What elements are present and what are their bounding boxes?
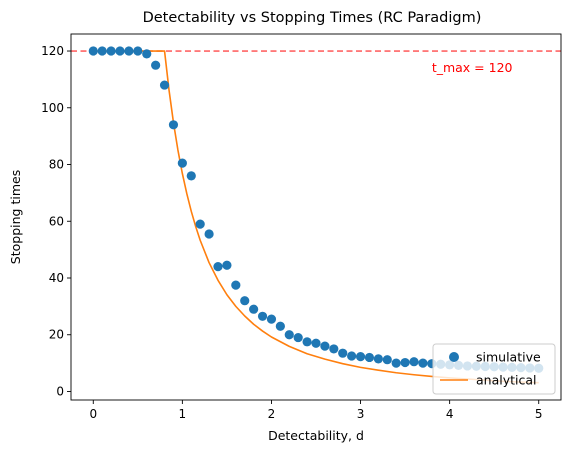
simulative-point	[106, 46, 116, 56]
simulative-point	[168, 120, 179, 130]
x-tick-label: 5	[535, 407, 543, 421]
simulative-point	[293, 332, 303, 343]
y-tick-label: 0	[56, 384, 64, 398]
simulative-point	[249, 304, 259, 314]
legend-label-simulative: simulative	[476, 350, 541, 365]
plot-area-frame	[70, 33, 562, 401]
y-axis-label: Stopping times	[8, 170, 23, 264]
x-tick-label: 4	[446, 407, 454, 421]
chart-title: Detectability vs Stopping Times (RC Para…	[143, 10, 482, 26]
simulative-point	[329, 344, 339, 354]
simulative-point	[391, 358, 401, 368]
y-tick-label: 40	[49, 271, 64, 285]
legend-label-analytical: analytical	[476, 373, 537, 388]
x-tick-label: 3	[357, 407, 365, 421]
simulative-point	[213, 262, 223, 272]
simulative-point	[151, 60, 161, 70]
simulative-point	[186, 171, 196, 181]
simulative-point	[302, 337, 312, 347]
simulative-point	[409, 357, 419, 367]
simulative-point	[364, 352, 375, 363]
y-tick-label: 20	[49, 328, 64, 342]
simulative-point	[382, 355, 392, 365]
analytical-line	[93, 50, 539, 384]
simulative-point	[355, 351, 366, 362]
simulative-point	[240, 296, 250, 306]
simulative-point	[195, 219, 205, 229]
simulative-point	[373, 354, 383, 364]
simulative-point	[177, 158, 187, 168]
simulative-point	[311, 338, 321, 348]
simulative-point	[257, 311, 268, 321]
y-tick-label: 60	[49, 214, 64, 228]
simulative-point	[88, 46, 98, 56]
legend: simulative analytical	[432, 343, 556, 395]
simulative-point	[231, 280, 241, 290]
simulative-point	[142, 49, 152, 59]
x-tick-label: 2	[268, 407, 276, 421]
x-tick-label: 1	[179, 407, 187, 421]
legend-box	[432, 343, 556, 395]
simulative-point	[320, 341, 330, 351]
simulative-point	[338, 348, 348, 358]
simulative-point	[115, 46, 125, 56]
simulative-point	[204, 229, 214, 239]
y-tick-label: 80	[49, 158, 64, 172]
simulative-point	[124, 46, 134, 56]
simulative-point	[97, 46, 107, 56]
y-tick-label: 100	[41, 101, 64, 115]
simulative-point	[275, 321, 285, 331]
simulative-point	[400, 357, 410, 368]
x-axis-label: Detectability, d	[268, 428, 364, 443]
x-tick-label: 0	[89, 407, 97, 421]
simulative-point	[222, 260, 232, 270]
legend-marker-simulative	[449, 352, 459, 362]
reference-line-label: t_max = 120	[432, 60, 513, 75]
simulative-point	[347, 351, 357, 361]
simulative-point	[133, 46, 143, 56]
simulative-point	[266, 314, 277, 324]
y-tick-label: 120	[41, 44, 64, 58]
simulative-point	[418, 358, 428, 368]
simulative-point	[159, 80, 170, 90]
simulative-point	[284, 330, 294, 340]
